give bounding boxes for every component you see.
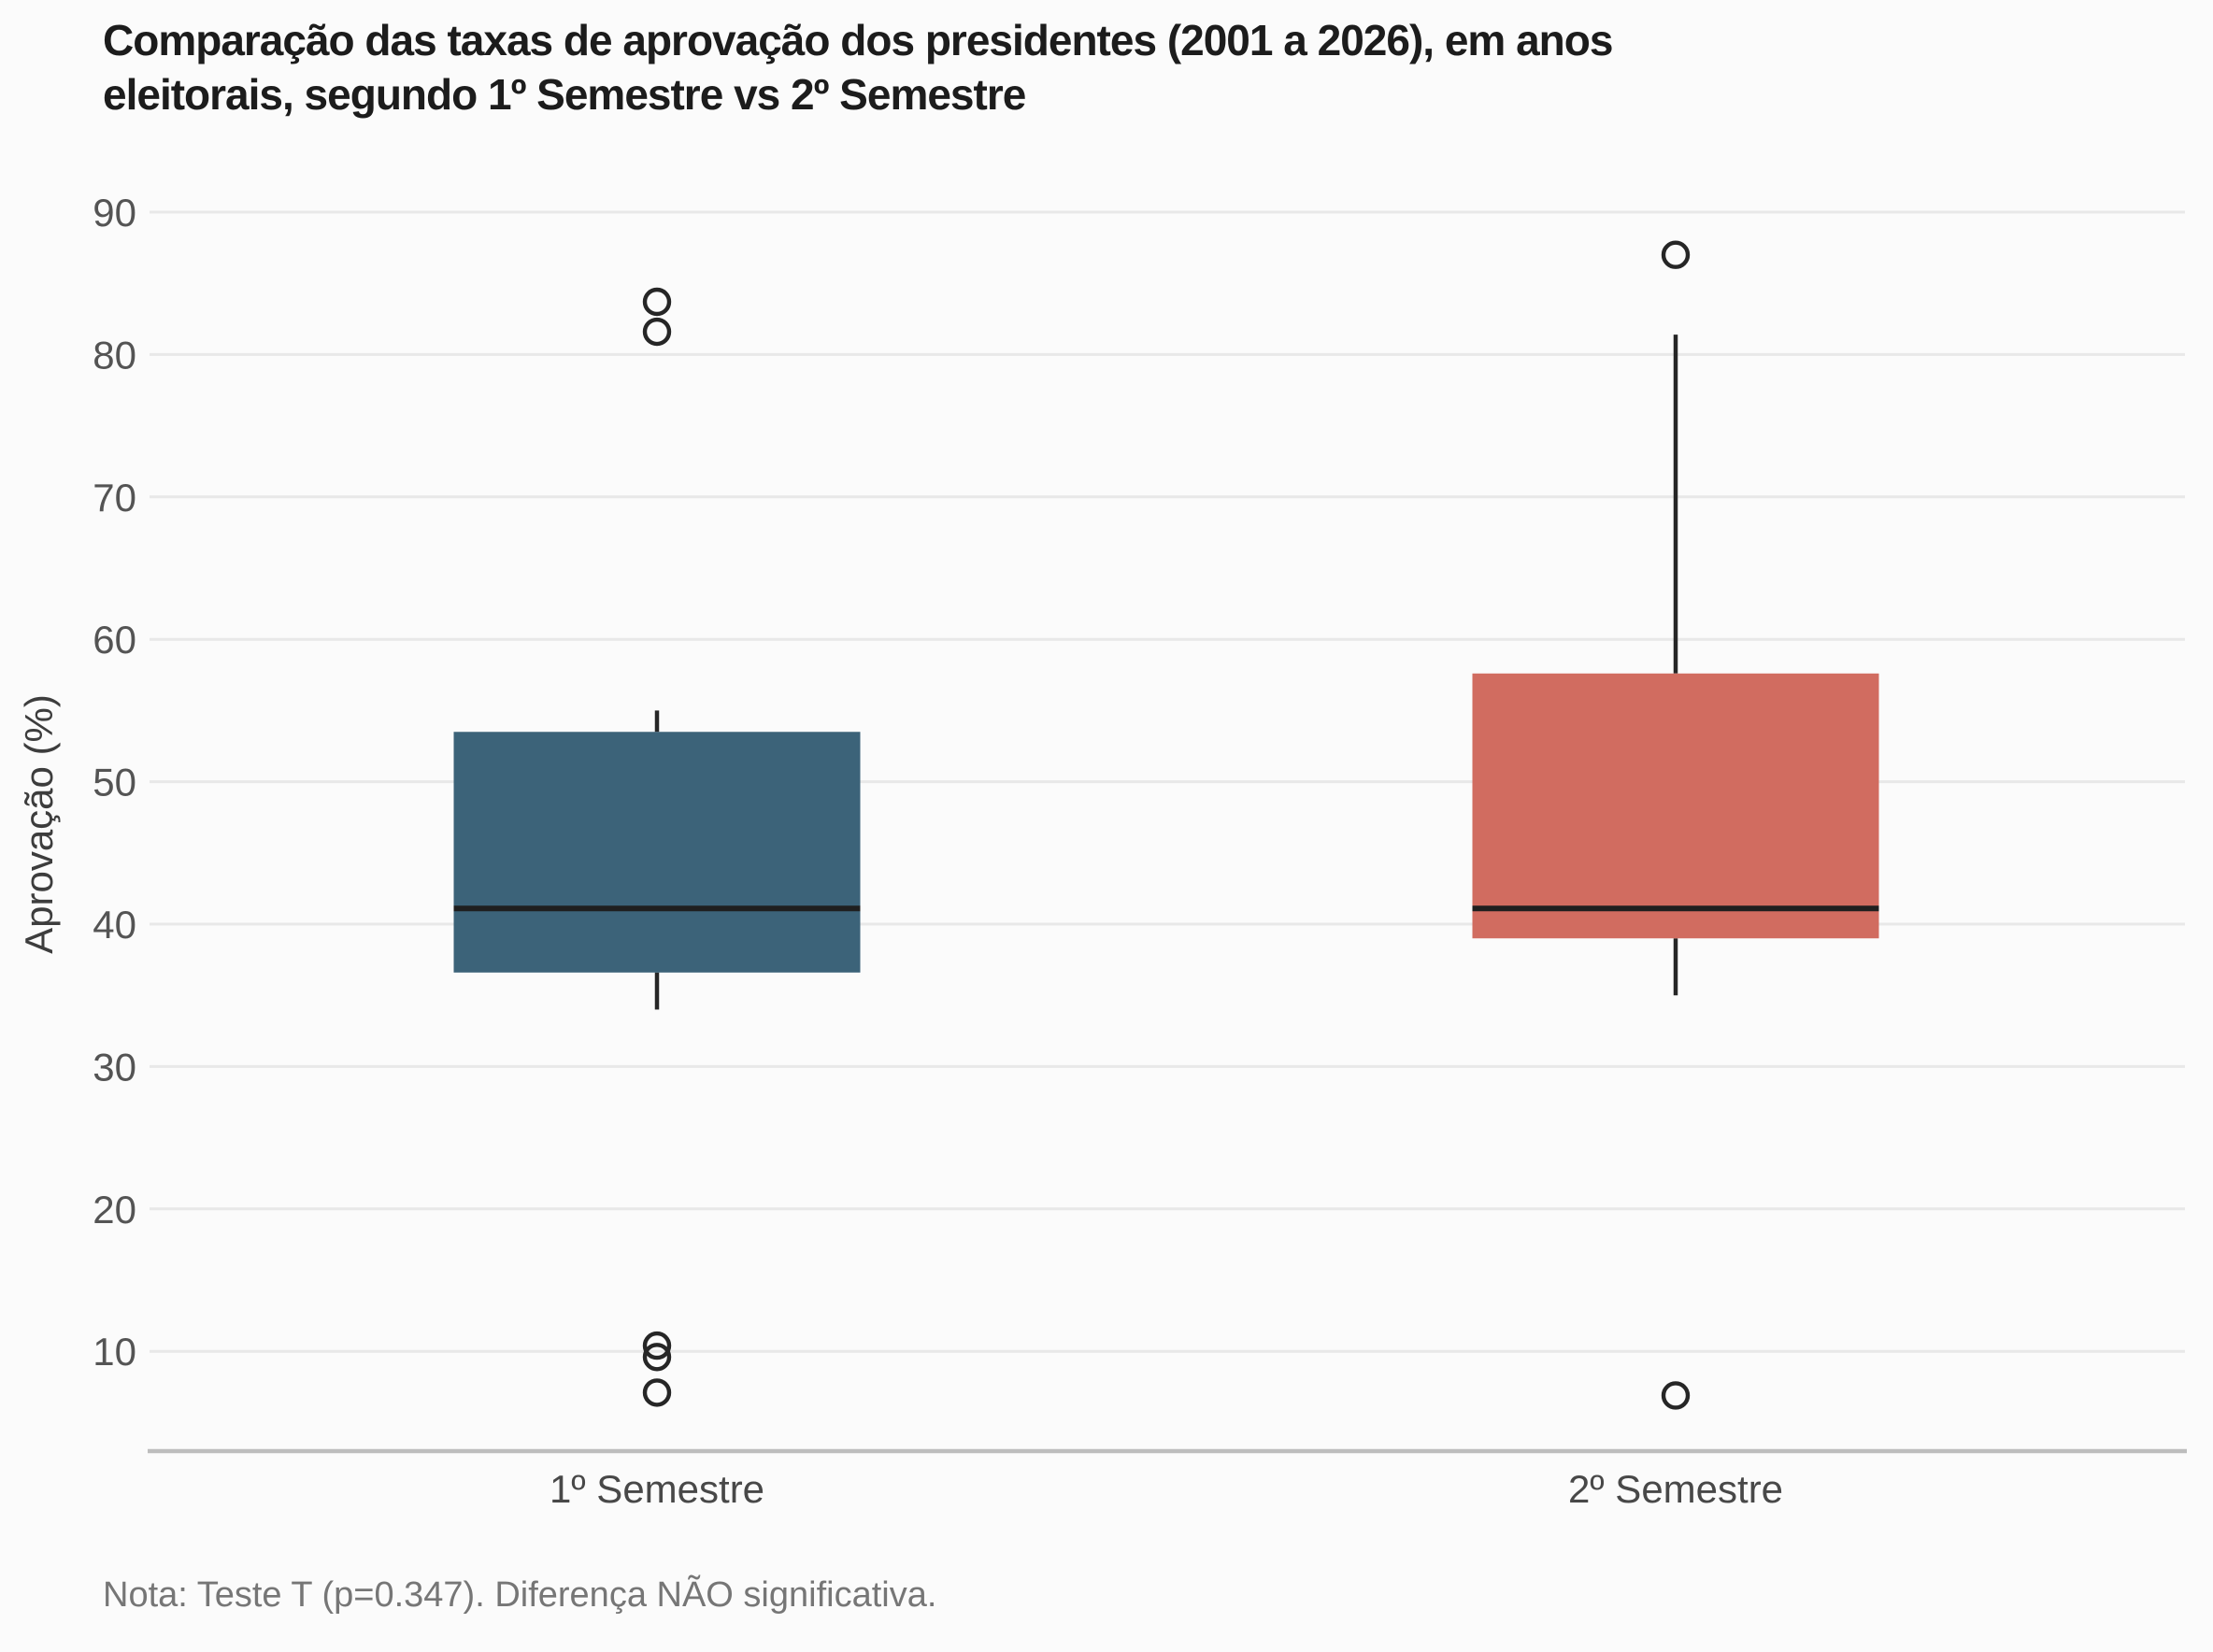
y-tick-label-20: 20: [93, 1188, 136, 1232]
y-tick-label-30: 30: [93, 1045, 136, 1089]
iqr-box-series-1: [1472, 673, 1879, 939]
outlier-series-0-3: [642, 1343, 672, 1372]
y-tick-label-80: 80: [93, 333, 136, 377]
x-category-label-1: 2º Semestre: [1568, 1467, 1783, 1511]
y-tick-label-10: 10: [93, 1330, 136, 1374]
outlier-series-0-0: [642, 287, 672, 317]
y-tick-label-60: 60: [93, 618, 136, 662]
chart-title: Comparação das taxas de aprovação dos pr…: [103, 16, 1613, 120]
y-tick-label-50: 50: [93, 761, 136, 805]
outlier-series-0-4: [642, 1378, 672, 1407]
y-tick-label-90: 90: [93, 191, 136, 235]
y-tick-label-40: 40: [93, 903, 136, 947]
outlier-series-1-0: [1661, 240, 1691, 269]
x-category-label-0: 1º Semestre: [550, 1467, 764, 1511]
y-tick-label-70: 70: [93, 476, 136, 520]
outlier-series-1-1: [1661, 1381, 1691, 1410]
iqr-box-series-0: [453, 732, 861, 973]
stat-test-note: Nota: Teste T (p=0.347). Diferença NÃO s…: [103, 1575, 937, 1615]
outlier-series-0-1: [642, 317, 672, 347]
outlier-series-0-2: [642, 1331, 672, 1360]
